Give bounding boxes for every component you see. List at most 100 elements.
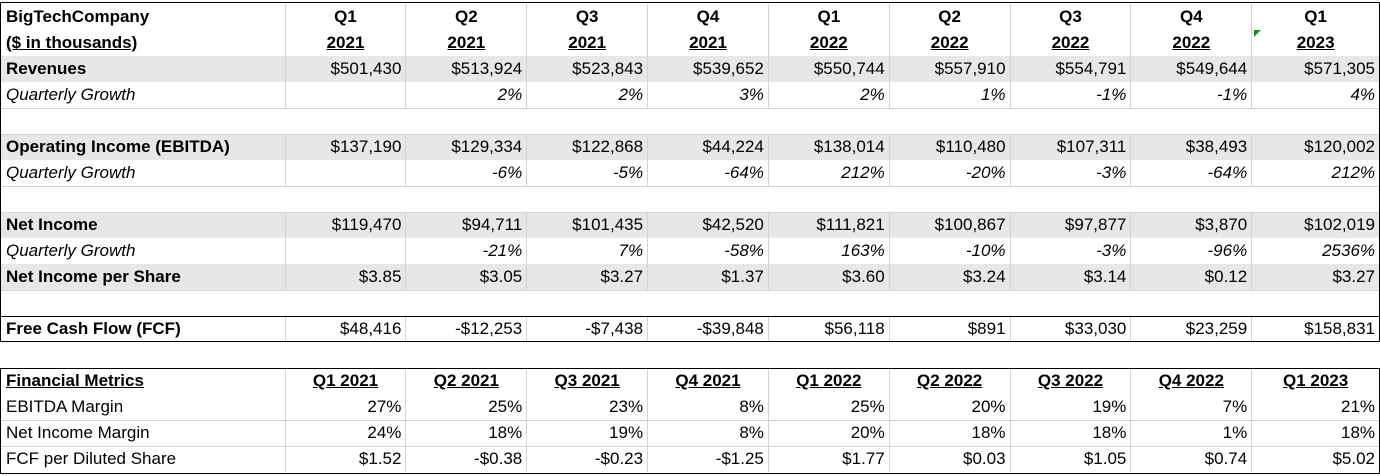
growth-cell[interactable]: -20%	[890, 160, 1011, 186]
company-name[interactable]: BigTechCompany	[0, 4, 286, 30]
header-year[interactable]: 2022	[1011, 30, 1132, 56]
revenues-cell[interactable]: $513,924	[406, 56, 528, 82]
metrics-column-header[interactable]: Q2 2021	[406, 368, 528, 394]
ebitda-margin-cell[interactable]: 25%	[769, 394, 890, 420]
growth-cell[interactable]: 1%	[890, 82, 1011, 108]
metrics-column-header[interactable]: Q2 2022	[890, 368, 1011, 394]
units-label[interactable]: ($ in thousands)	[0, 30, 286, 56]
growth-cell[interactable]: -58%	[648, 238, 769, 264]
growth-label[interactable]: Quarterly Growth	[0, 238, 286, 264]
growth-cell[interactable]: 2536%	[1252, 238, 1380, 264]
growth-cell[interactable]: -6%	[406, 160, 528, 186]
net-income-margin-cell[interactable]: 19%	[527, 420, 649, 446]
growth-cell[interactable]: 4%	[1252, 82, 1380, 108]
header-quarter[interactable]: Q2	[406, 4, 528, 30]
growth-label[interactable]: Quarterly Growth	[0, 160, 286, 186]
net-income-cell[interactable]: $111,821	[769, 212, 890, 238]
eps-cell[interactable]: $3.27	[1252, 264, 1380, 290]
net-income-cell[interactable]: $100,867	[890, 212, 1011, 238]
fcf-cell[interactable]: -$12,253	[406, 316, 528, 342]
fcf-cell[interactable]: $56,118	[769, 316, 890, 342]
growth-cell[interactable]: -3%	[1011, 238, 1132, 264]
growth-cell[interactable]: 212%	[769, 160, 890, 186]
header-quarter[interactable]: Q1	[286, 4, 407, 30]
eps-cell[interactable]: $3.05	[406, 264, 528, 290]
eps-cell[interactable]: $3.24	[890, 264, 1011, 290]
metrics-column-header[interactable]: Q1 2023	[1252, 368, 1380, 394]
growth-label[interactable]: Quarterly Growth	[0, 82, 286, 108]
net-income-cell[interactable]: $97,877	[1011, 212, 1132, 238]
ebitda-margin-cell[interactable]: 21%	[1252, 394, 1380, 420]
net-income-margin-cell[interactable]: 18%	[890, 420, 1011, 446]
header-year[interactable]: 2022	[1131, 30, 1253, 56]
ebitda-margin-cell[interactable]: 8%	[648, 394, 769, 420]
growth-cell[interactable]	[286, 160, 407, 186]
fcf-per-share-cell[interactable]: $1.52	[286, 446, 407, 472]
operating-income-cell[interactable]: $120,002	[1252, 134, 1380, 160]
operating-income-cell[interactable]: $44,224	[648, 134, 769, 160]
growth-cell[interactable]: 2%	[769, 82, 890, 108]
fcf-cell[interactable]: $23,259	[1131, 316, 1253, 342]
fcf-per-share-label[interactable]: FCF per Diluted Share	[0, 446, 286, 472]
growth-cell[interactable]: -64%	[648, 160, 769, 186]
fcf-per-share-cell[interactable]: $0.03	[890, 446, 1011, 472]
fcf-per-share-cell[interactable]: $0.74	[1131, 446, 1253, 472]
fcf-cell[interactable]: -$7,438	[527, 316, 649, 342]
fcf-label[interactable]: Free Cash Flow (FCF)	[0, 316, 286, 342]
eps-cell[interactable]: $0.12	[1131, 264, 1253, 290]
ebitda-margin-label[interactable]: EBITDA Margin	[0, 394, 286, 420]
fcf-per-share-cell[interactable]: $1.77	[769, 446, 890, 472]
growth-cell[interactable]: -3%	[1011, 160, 1132, 186]
header-quarter[interactable]: Q1	[769, 4, 890, 30]
eps-cell[interactable]: $3.60	[769, 264, 890, 290]
header-quarter[interactable]: Q4	[648, 4, 769, 30]
header-year[interactable]: 2022	[890, 30, 1011, 56]
operating-income-cell[interactable]: $129,334	[406, 134, 528, 160]
header-year[interactable]: 2022	[769, 30, 890, 56]
fcf-cell[interactable]: $33,030	[1011, 316, 1132, 342]
fcf-cell[interactable]: $891	[890, 316, 1011, 342]
net-income-cell[interactable]: $3,870	[1131, 212, 1253, 238]
header-quarter[interactable]: Q3	[527, 4, 649, 30]
growth-cell[interactable]: 212%	[1252, 160, 1380, 186]
ebitda-margin-cell[interactable]: 27%	[286, 394, 407, 420]
net-income-margin-cell[interactable]: 1%	[1131, 420, 1253, 446]
growth-cell[interactable]: -1%	[1131, 82, 1253, 108]
growth-cell[interactable]: -5%	[527, 160, 649, 186]
net-income-margin-cell[interactable]: 24%	[286, 420, 407, 446]
fcf-per-share-cell[interactable]: -$0.38	[406, 446, 528, 472]
revenues-cell[interactable]: $554,791	[1011, 56, 1132, 82]
net-income-cell[interactable]: $119,470	[286, 212, 407, 238]
revenues-cell[interactable]: $539,652	[648, 56, 769, 82]
metrics-column-header[interactable]: Q3 2021	[527, 368, 649, 394]
revenues-cell[interactable]: $523,843	[527, 56, 649, 82]
fcf-cell[interactable]: -$39,848	[648, 316, 769, 342]
growth-cell[interactable]	[286, 238, 407, 264]
ebitda-margin-cell[interactable]: 20%	[890, 394, 1011, 420]
net-income-margin-cell[interactable]: 20%	[769, 420, 890, 446]
header-quarter[interactable]: Q1	[1252, 4, 1380, 30]
growth-cell[interactable]: 7%	[527, 238, 649, 264]
operating-income-cell[interactable]: $38,493	[1131, 134, 1253, 160]
header-year[interactable]: 2021	[406, 30, 528, 56]
growth-cell[interactable]: 163%	[769, 238, 890, 264]
net-income-cell[interactable]: $42,520	[648, 212, 769, 238]
net-income-cell[interactable]: $94,711	[406, 212, 528, 238]
revenues-cell[interactable]: $571,305	[1252, 56, 1380, 82]
net-income-margin-cell[interactable]: 18%	[1011, 420, 1132, 446]
growth-cell[interactable]: -21%	[406, 238, 528, 264]
metrics-column-header[interactable]: Q1 2022	[769, 368, 890, 394]
metrics-column-header[interactable]: Q3 2022	[1011, 368, 1132, 394]
growth-cell[interactable]: -10%	[890, 238, 1011, 264]
operating-income-cell[interactable]: $138,014	[769, 134, 890, 160]
net-income-cell[interactable]: $101,435	[527, 212, 649, 238]
header-quarter[interactable]: Q4	[1131, 4, 1253, 30]
growth-cell[interactable]: -96%	[1131, 238, 1253, 264]
growth-cell[interactable]: 2%	[527, 82, 649, 108]
comment-indicator-icon[interactable]	[1254, 30, 1261, 37]
header-year[interactable]: 2023	[1252, 30, 1380, 56]
metrics-column-header[interactable]: Q4 2022	[1131, 368, 1253, 394]
fcf-cell[interactable]: $158,831	[1252, 316, 1380, 342]
growth-cell[interactable]	[286, 82, 407, 108]
revenues-cell[interactable]: $557,910	[890, 56, 1011, 82]
